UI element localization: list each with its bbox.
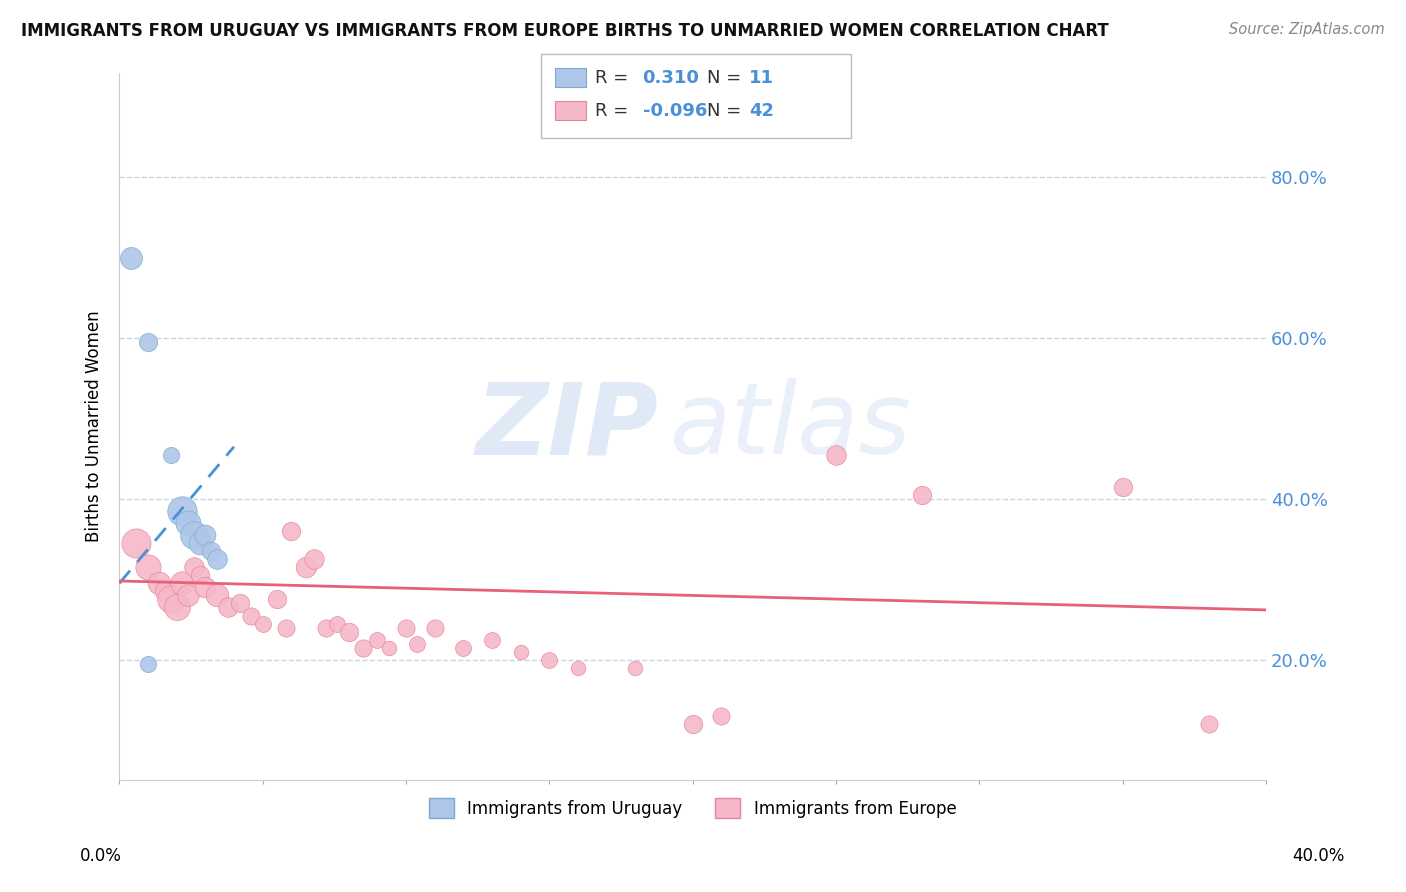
Point — [377, 640, 399, 655]
Point — [294, 560, 316, 574]
Point — [177, 516, 200, 530]
Y-axis label: Births to Unmarried Women: Births to Unmarried Women — [86, 310, 103, 542]
Point — [274, 621, 297, 635]
Point — [1198, 717, 1220, 731]
Point — [538, 653, 561, 667]
Text: 11: 11 — [749, 69, 775, 87]
Point — [125, 536, 148, 550]
Point — [302, 552, 325, 566]
Point — [166, 600, 188, 615]
Point — [682, 717, 704, 731]
Text: ZIP: ZIP — [475, 378, 658, 475]
Point — [337, 624, 360, 639]
Text: Source: ZipAtlas.com: Source: ZipAtlas.com — [1229, 22, 1385, 37]
Legend: Immigrants from Uruguay, Immigrants from Europe: Immigrants from Uruguay, Immigrants from… — [422, 791, 963, 825]
Point — [194, 528, 217, 542]
Point — [710, 709, 733, 723]
Point — [453, 640, 475, 655]
Point — [160, 448, 183, 462]
Text: N =: N = — [707, 102, 747, 120]
Point — [624, 661, 647, 675]
Point — [136, 657, 159, 671]
Point — [326, 616, 349, 631]
Point — [252, 616, 274, 631]
Point — [423, 621, 446, 635]
Point — [188, 568, 211, 582]
Point — [481, 632, 503, 647]
Point — [266, 592, 288, 607]
Point — [825, 448, 848, 462]
Point — [205, 552, 228, 566]
Point — [509, 645, 531, 659]
Point — [194, 581, 217, 595]
Point — [183, 560, 205, 574]
Point — [406, 637, 429, 651]
Point — [280, 524, 302, 538]
Point — [120, 251, 142, 265]
Point — [183, 528, 205, 542]
Text: 0.0%: 0.0% — [80, 847, 122, 865]
Point — [366, 632, 388, 647]
Text: R =: R = — [595, 69, 634, 87]
Point — [153, 584, 176, 599]
Text: -0.096: -0.096 — [643, 102, 707, 120]
Point — [352, 640, 374, 655]
Point — [200, 544, 222, 558]
Point — [567, 661, 589, 675]
Text: IMMIGRANTS FROM URUGUAY VS IMMIGRANTS FROM EUROPE BIRTHS TO UNMARRIED WOMEN CORR: IMMIGRANTS FROM URUGUAY VS IMMIGRANTS FR… — [21, 22, 1109, 40]
Point — [188, 536, 211, 550]
Point — [1111, 480, 1133, 494]
Text: 40.0%: 40.0% — [1292, 847, 1346, 865]
Point — [228, 597, 250, 611]
Point — [136, 335, 159, 350]
Point — [217, 600, 239, 615]
Text: 0.310: 0.310 — [643, 69, 699, 87]
Point — [911, 488, 934, 502]
Point — [395, 621, 418, 635]
Text: R =: R = — [595, 102, 634, 120]
Point — [172, 504, 194, 518]
Text: N =: N = — [707, 69, 747, 87]
Text: atlas: atlas — [669, 378, 911, 475]
Text: 42: 42 — [749, 102, 775, 120]
Point — [240, 608, 263, 623]
Point — [315, 621, 337, 635]
Point — [172, 576, 194, 591]
Point — [136, 560, 159, 574]
Point — [148, 576, 170, 591]
Point — [160, 592, 183, 607]
Point — [177, 589, 200, 603]
Point — [205, 589, 228, 603]
